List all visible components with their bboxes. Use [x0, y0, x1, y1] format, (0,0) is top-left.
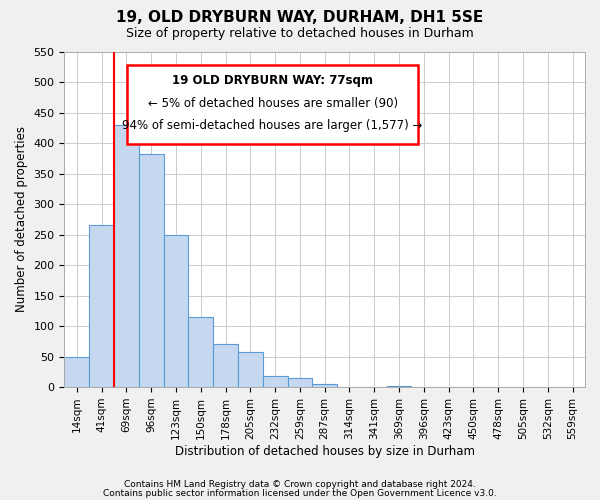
Bar: [386, 386, 412, 387]
Bar: [263, 376, 287, 387]
Bar: [287, 378, 313, 387]
Text: 19 OLD DRYBURN WAY: 77sqm: 19 OLD DRYBURN WAY: 77sqm: [172, 74, 373, 88]
Text: ← 5% of detached houses are smaller (90): ← 5% of detached houses are smaller (90): [148, 97, 398, 110]
Text: 94% of semi-detached houses are larger (1,577) →: 94% of semi-detached houses are larger (…: [122, 120, 423, 132]
Bar: [114, 124, 139, 387]
Bar: [139, 154, 164, 387]
Text: 19, OLD DRYBURN WAY, DURHAM, DH1 5SE: 19, OLD DRYBURN WAY, DURHAM, DH1 5SE: [116, 10, 484, 25]
Y-axis label: Number of detached properties: Number of detached properties: [15, 126, 28, 312]
Text: Contains public sector information licensed under the Open Government Licence v3: Contains public sector information licen…: [103, 490, 497, 498]
FancyBboxPatch shape: [127, 65, 418, 144]
Bar: [313, 384, 337, 387]
Text: Contains HM Land Registry data © Crown copyright and database right 2024.: Contains HM Land Registry data © Crown c…: [124, 480, 476, 489]
Text: Size of property relative to detached houses in Durham: Size of property relative to detached ho…: [126, 28, 474, 40]
Bar: [188, 317, 213, 387]
Bar: [213, 344, 238, 387]
Bar: [238, 352, 263, 387]
Bar: [64, 356, 89, 387]
X-axis label: Distribution of detached houses by size in Durham: Distribution of detached houses by size …: [175, 444, 475, 458]
Bar: [164, 234, 188, 387]
Bar: [89, 226, 114, 387]
